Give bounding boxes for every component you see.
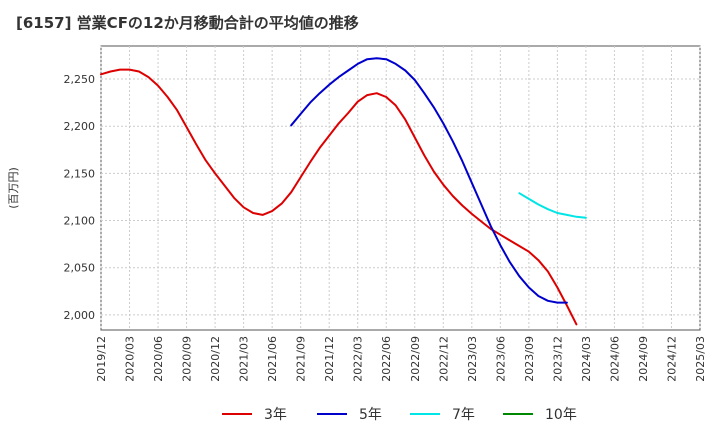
- x-tick-label: 2021/12: [323, 336, 336, 382]
- series-line-2: [290, 57, 568, 304]
- x-tick-label: 2022/09: [409, 336, 422, 382]
- x-tick-label: 2020/12: [209, 336, 222, 382]
- y-axis: 2,000 2,050 2,100 2,150 2,200 2,250: [64, 73, 96, 322]
- x-tick-label: 2024/03: [580, 336, 593, 382]
- x-tick-label: 2024/12: [665, 336, 678, 382]
- plot-frame: [100, 45, 701, 331]
- legend-label: 7年: [452, 407, 475, 423]
- x-tick-label: 2020/06: [152, 336, 165, 382]
- x-tick-label: 2024/06: [608, 336, 621, 382]
- legend-label: 10年: [545, 407, 577, 423]
- x-tick-label: 2020/03: [124, 336, 137, 382]
- x-tick-label: 2021/09: [295, 336, 308, 382]
- y-axis-label: (百万円): [7, 167, 20, 209]
- x-tick-label: 2019/12: [95, 336, 108, 382]
- series-line-1: [100, 68, 578, 326]
- x-tick-label: 2022/03: [352, 336, 365, 382]
- y-tick-label: 2,100: [64, 215, 96, 228]
- x-tick-label: 2021/03: [238, 336, 251, 382]
- legend-label: 5年: [359, 407, 382, 423]
- x-tick-label: 2024/09: [637, 336, 650, 382]
- x-tick-label: 2022/06: [380, 336, 393, 382]
- x-tick-label: 2023/06: [494, 336, 507, 382]
- x-tick-label: 2025/03: [694, 336, 707, 382]
- y-tick-label: 2,250: [64, 73, 96, 86]
- grid: [100, 46, 701, 330]
- x-axis: 2019/12 2020/03 2020/06 2020/09 2020/12 2021/…: [95, 336, 707, 382]
- y-tick-label: 2,000: [64, 309, 96, 322]
- series-layer: [100, 57, 587, 326]
- series-line-3: [518, 192, 587, 219]
- x-tick-label: 2023/03: [466, 336, 479, 382]
- y-tick-label: 2,150: [64, 167, 96, 180]
- x-tick-label: 2023/12: [551, 336, 564, 382]
- x-tick-label: 2020/09: [181, 336, 194, 382]
- chart-title: [6157] 営業CFの12か月移動合計の平均値の推移: [16, 14, 359, 32]
- x-tick-label: 2023/09: [523, 336, 536, 382]
- y-tick-label: 2,050: [64, 262, 96, 275]
- y-tick-label: 2,200: [64, 120, 96, 133]
- x-tick-label: 2021/06: [266, 336, 279, 382]
- x-tick-label: 2022/12: [437, 336, 450, 382]
- legend: 3年 5年 7年 10年: [222, 407, 577, 423]
- legend-label: 3年: [264, 407, 287, 423]
